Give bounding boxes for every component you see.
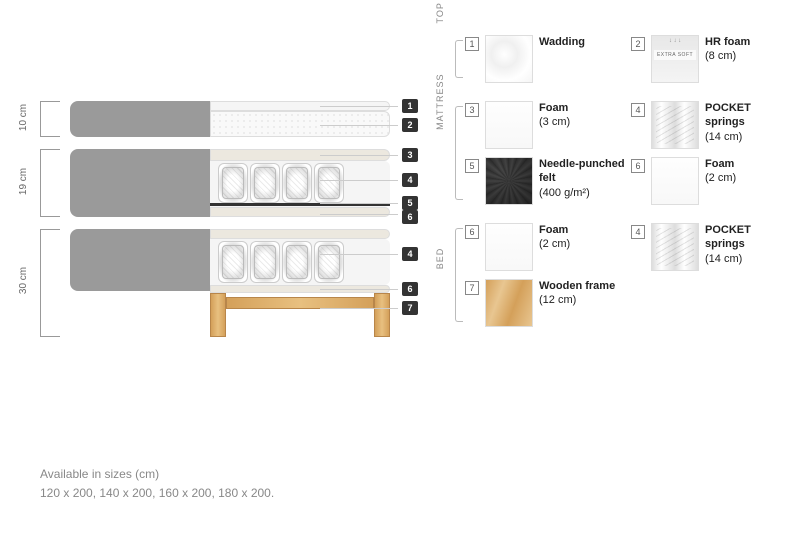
dim-label-top: 10 cm xyxy=(18,104,29,131)
legend-text: Foam(2 cm) xyxy=(705,157,793,186)
dim-label-bot: 30 cm xyxy=(18,267,29,294)
cross-section-diagram: 10 cm 19 cm 30 cm 1 2 xyxy=(0,0,430,533)
legend-num: 2 xyxy=(631,37,645,51)
section-label: BED xyxy=(435,248,445,270)
callout-4a: 4 xyxy=(402,173,418,187)
legend-num: 3 xyxy=(465,103,479,117)
section-label: TOP MATTRESS xyxy=(435,0,445,23)
legend-item: 3 Foam(3 cm) xyxy=(465,101,627,149)
dim-bracket-bot xyxy=(40,229,60,337)
legend-panel: TOP MATTRESS 1 Wadding 2 HR foam(8 cm) MATTRE… xyxy=(430,0,800,533)
sizes-info: Available in sizes (cm) 120 x 200, 140 x… xyxy=(40,465,274,503)
legend-num: 1 xyxy=(465,37,479,51)
legend-num: 4 xyxy=(631,225,645,239)
legend-item: 7 Wooden frame(12 cm) xyxy=(465,279,627,327)
legend-text: Foam(2 cm) xyxy=(539,223,627,252)
section-label: MATTRESS xyxy=(435,73,445,129)
legend-num: 5 xyxy=(465,159,479,173)
legend-thumb xyxy=(651,101,699,149)
callout-1: 1 xyxy=(402,99,418,113)
sizes-heading: Available in sizes (cm) xyxy=(40,465,274,484)
callout-7: 7 xyxy=(402,301,418,315)
legend-num: 6 xyxy=(631,159,645,173)
legend-num: 7 xyxy=(465,281,479,295)
legend-item: 6 Foam(2 cm) xyxy=(465,223,627,271)
legend-thumb xyxy=(485,101,533,149)
legend-thumb xyxy=(651,35,699,83)
legend-text: Foam(3 cm) xyxy=(539,101,627,130)
legend-thumb xyxy=(651,223,699,271)
legend-section: BED6Foam(2 cm)4POCKET springs(14 cm)7Woo… xyxy=(440,223,800,327)
legend-item: 4 POCKET springs(14 cm) xyxy=(631,223,793,271)
legend-thumb xyxy=(485,157,533,205)
legend-num: 4 xyxy=(631,103,645,117)
legend-thumb xyxy=(651,157,699,205)
legend-item: 1 Wadding xyxy=(465,35,627,83)
legend-item: 2 HR foam(8 cm) xyxy=(631,35,793,83)
legend-thumb xyxy=(485,279,533,327)
callout-2: 2 xyxy=(402,118,418,132)
legend-item: 5 Needle-punched felt(400 g/m²) xyxy=(465,157,627,205)
dim-bracket-mid xyxy=(40,149,60,217)
legend-num: 6 xyxy=(465,225,479,239)
legend-text: Wooden frame(12 cm) xyxy=(539,279,627,308)
dim-label-mid: 19 cm xyxy=(18,168,29,195)
legend-text: HR foam(8 cm) xyxy=(705,35,793,64)
callout-4b: 4 xyxy=(402,247,418,261)
legend-section: TOP MATTRESS1Wadding2HR foam(8 cm) xyxy=(440,35,800,83)
legend-text: POCKET springs(14 cm) xyxy=(705,101,793,144)
callout-5: 5 xyxy=(402,196,418,210)
callout-3: 3 xyxy=(402,148,418,162)
dim-bracket-top xyxy=(40,101,60,137)
legend-item: 4 POCKET springs(14 cm) xyxy=(631,101,793,149)
legend-section: MATTRESS3Foam(3 cm)4POCKET springs(14 cm… xyxy=(440,101,800,205)
legend-text: Wadding xyxy=(539,35,627,49)
legend-text: POCKET springs(14 cm) xyxy=(705,223,793,266)
legend-thumb xyxy=(485,223,533,271)
callout-6a: 6 xyxy=(402,210,418,224)
sizes-list: 120 x 200, 140 x 200, 160 x 200, 180 x 2… xyxy=(40,484,274,503)
callout-6b: 6 xyxy=(402,282,418,296)
legend-item: 6 Foam(2 cm) xyxy=(631,157,793,205)
legend-thumb xyxy=(485,35,533,83)
legend-text: Needle-punched felt(400 g/m²) xyxy=(539,157,627,200)
